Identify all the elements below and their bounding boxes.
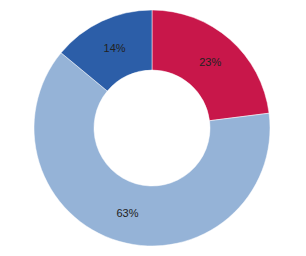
data-label: 14% [104, 42, 126, 54]
slices [34, 10, 270, 246]
data-labels: 23% 63% 14% [104, 42, 222, 218]
slice [61, 10, 152, 91]
data-label: 23% [199, 56, 221, 68]
slice [152, 10, 269, 121]
plot: 23% 63% 14% [34, 10, 270, 246]
chart: 23% 63% 14% [0, 0, 306, 256]
slice [34, 53, 270, 246]
data-label: 63% [116, 207, 138, 219]
